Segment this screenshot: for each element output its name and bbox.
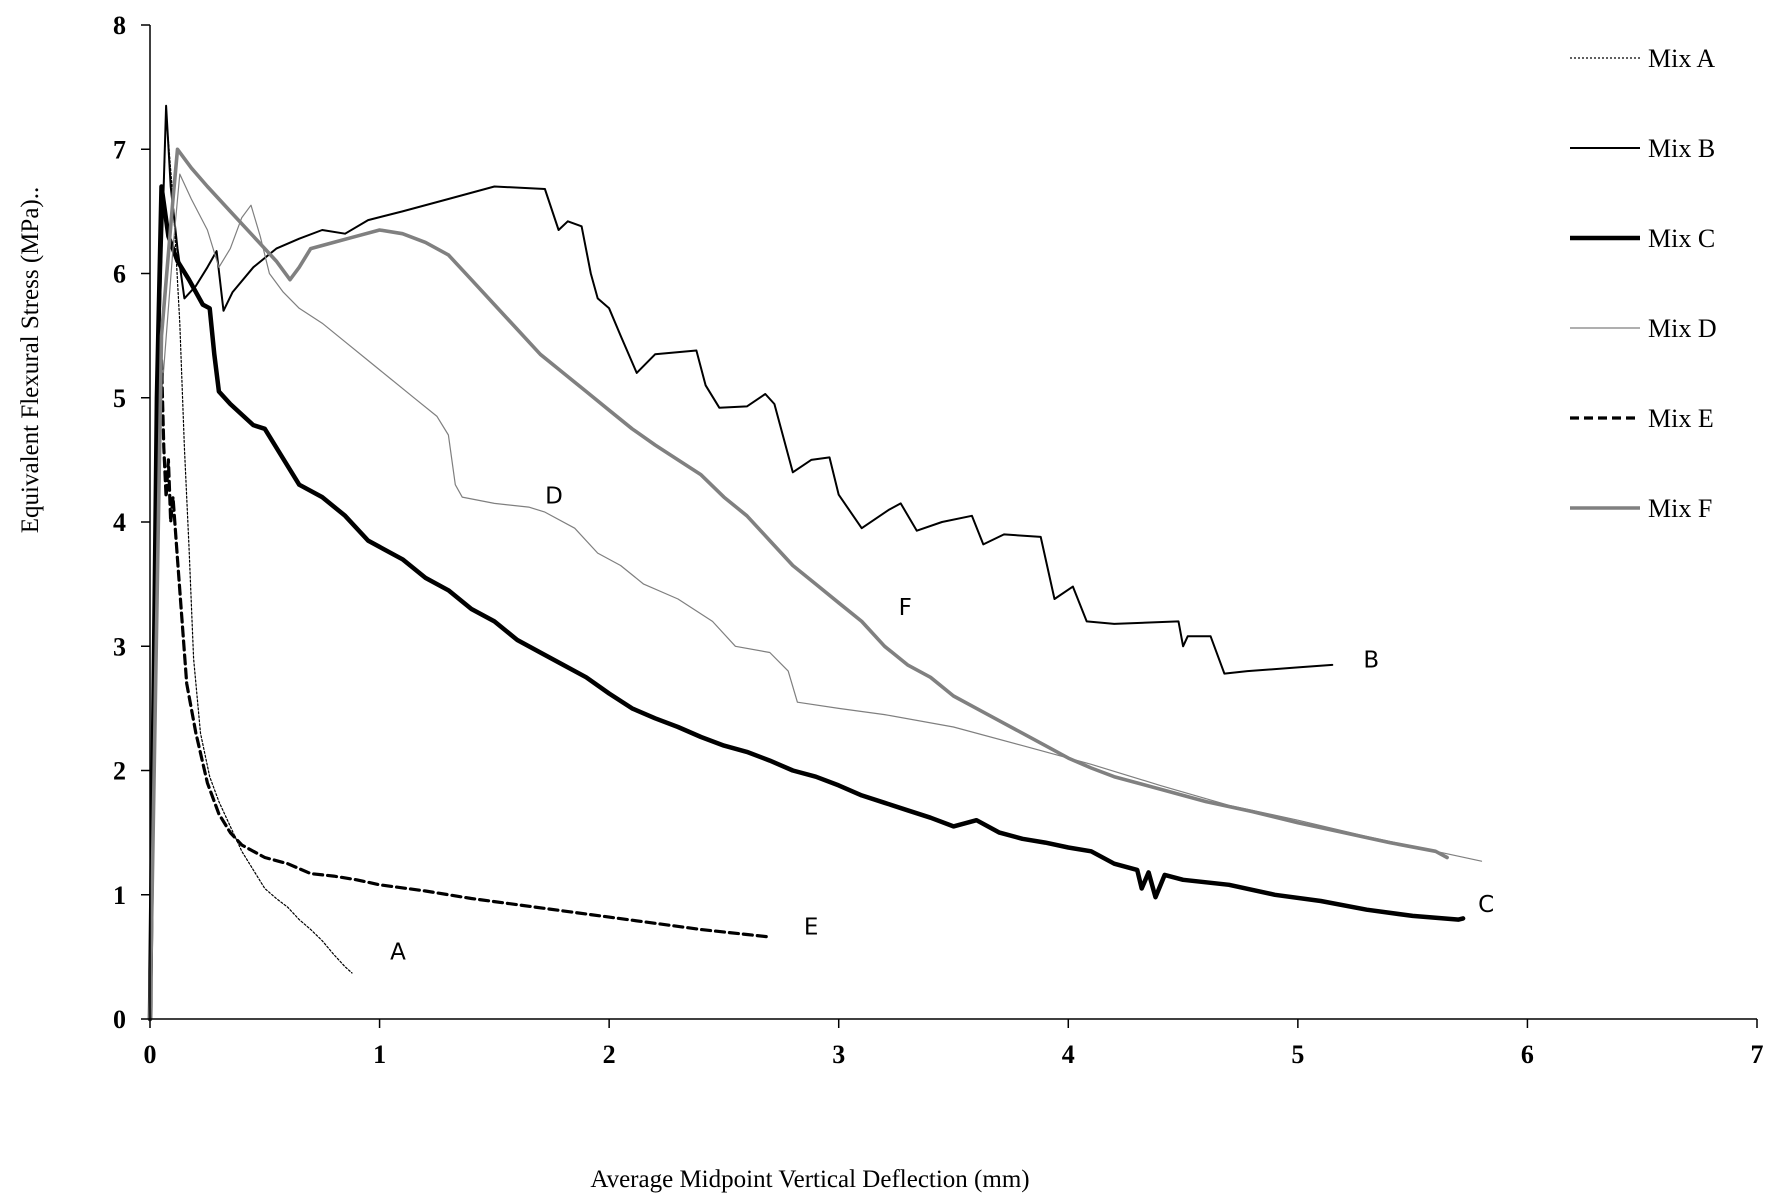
x-tick-label: 7 (1751, 1040, 1764, 1069)
x-tick-label: 5 (1291, 1040, 1304, 1069)
legend-label: Mix D (1648, 314, 1717, 343)
ticks-layer: 0 1 2 3 4 5 6 7 8 0 1 2 3 4 5 6 7 (113, 11, 1764, 1069)
x-axis-title: Average Midpoint Vertical Deflection (mm… (590, 1166, 1029, 1193)
series-line-a (150, 112, 352, 1019)
series-annotation-b: B (1363, 647, 1379, 673)
series-line-d (150, 174, 1482, 1019)
x-tick-label: 1 (373, 1040, 386, 1069)
series-line-c (150, 187, 1463, 1020)
legend-label: Mix E (1648, 404, 1714, 433)
y-axis-title: Equivalent Flexural Stress (MPa).. (17, 187, 44, 533)
legend-label: Mix A (1648, 44, 1715, 73)
x-tick-label: 6 (1521, 1040, 1534, 1069)
series-annotation-d: D (545, 483, 563, 509)
legend-label: Mix F (1648, 494, 1712, 523)
legend-label: Mix B (1648, 134, 1715, 163)
legend: Mix A Mix B Mix C Mix D Mix E Mix F (1570, 44, 1717, 523)
y-tick-label: 0 (113, 1005, 126, 1034)
x-tick-label: 3 (832, 1040, 845, 1069)
x-tick-label: 4 (1062, 1040, 1075, 1069)
series-annotation-a: A (390, 939, 406, 965)
y-tick-label: 5 (113, 384, 126, 413)
series-annotation-c: C (1478, 892, 1494, 918)
series-annotation-e: E (804, 915, 819, 941)
y-tick-label: 2 (113, 757, 126, 786)
series-annotation-f: F (899, 595, 912, 621)
x-tick-label: 2 (603, 1040, 616, 1069)
y-tick-label: 4 (113, 508, 126, 537)
axes-layer (150, 25, 1757, 1019)
x-tick-label: 0 (144, 1040, 157, 1069)
y-tick-label: 3 (113, 632, 126, 661)
y-tick-label: 6 (113, 260, 126, 289)
y-tick-label: 8 (113, 11, 126, 40)
y-tick-label: 1 (113, 881, 126, 910)
legend-label: Mix C (1648, 224, 1715, 253)
series-layer (150, 106, 1482, 1019)
y-tick-label: 7 (113, 135, 126, 164)
